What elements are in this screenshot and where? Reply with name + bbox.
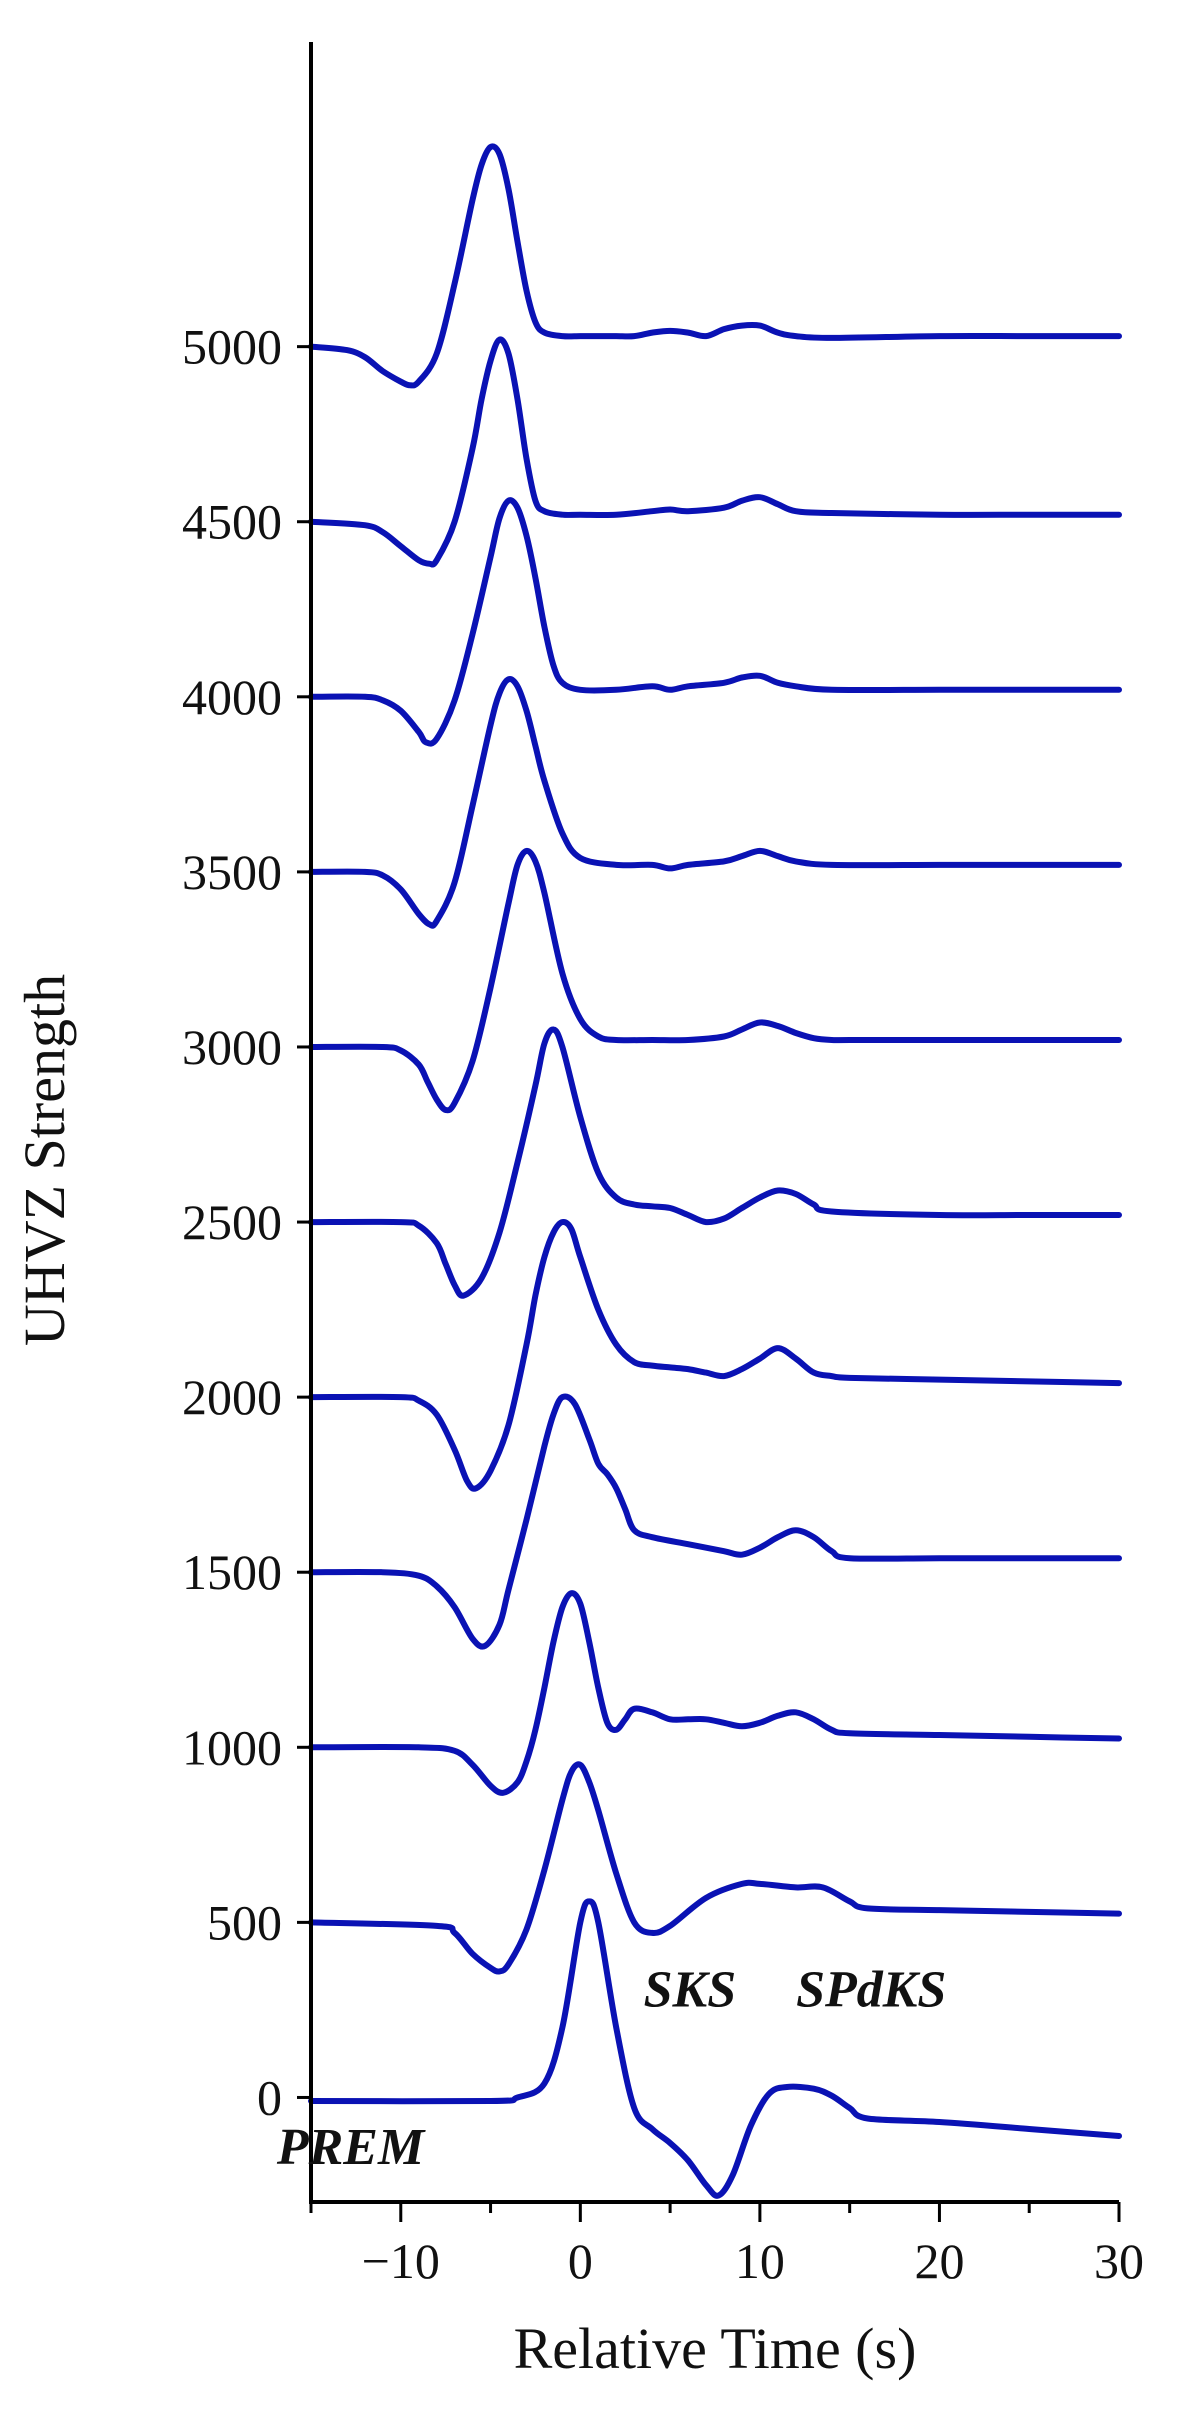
y-tick-label-3500: 3500 — [182, 844, 282, 900]
trace-uhvz-2500 — [308, 1026, 1122, 1299]
trace-uhvz-5000 — [308, 143, 1122, 389]
trace-uhvz-4000 — [308, 497, 1122, 747]
y-tick-label-2000: 2000 — [182, 1369, 282, 1425]
trace-uhvz-4500 — [308, 336, 1122, 568]
x-axis-label: Relative Time (s) — [514, 2316, 917, 2381]
y-tick-label-4000: 4000 — [182, 669, 282, 725]
y-tick-label-1000: 1000 — [182, 1719, 282, 1775]
y-tick-label-500: 500 — [207, 1894, 282, 1950]
x-tick-label-10: 10 — [735, 2233, 785, 2289]
y-tick-label-1500: 1500 — [182, 1544, 282, 1600]
annotation-spdks: SPdKS — [796, 1961, 946, 2018]
trace-uhvz-3500 — [308, 676, 1122, 929]
y-tick-label-5000: 5000 — [182, 319, 282, 375]
x-tick-label--10: −10 — [362, 2233, 440, 2289]
trace-uhvz-0 — [308, 1898, 1122, 2199]
x-tick-group: −10 0 10 20 30 — [309, 2202, 1144, 2289]
trace-uhvz-1000 — [308, 1590, 1122, 1796]
y-tick-label-3000: 3000 — [182, 1019, 282, 1075]
y-tick-label-2500: 2500 — [182, 1194, 282, 1250]
y-axis-label: UHVZ Strength — [12, 974, 77, 1346]
x-tick-label-20: 20 — [914, 2233, 964, 2289]
trace-group — [308, 143, 1122, 2199]
x-tick-label-30: 30 — [1094, 2233, 1144, 2289]
y-tick-label-4500: 4500 — [182, 494, 282, 550]
annotation-prem: PREM — [276, 2119, 426, 2176]
annotation-group: PREM SKS SPdKS — [276, 1961, 947, 2176]
annotation-sks: SKS — [644, 1961, 737, 2018]
trace-uhvz-1500 — [308, 1393, 1122, 1650]
trace-uhvz-3000 — [308, 847, 1122, 1114]
trace-uhvz-2000 — [308, 1219, 1122, 1492]
x-tick-label-0: 0 — [568, 2233, 593, 2289]
trace-uhvz-500 — [308, 1761, 1122, 1975]
y-tick-group: 0 500 1000 1500 2000 2500 3000 3500 4000 4500 5000 — [182, 319, 311, 2125]
y-tick-label-0: 0 — [257, 2069, 282, 2125]
